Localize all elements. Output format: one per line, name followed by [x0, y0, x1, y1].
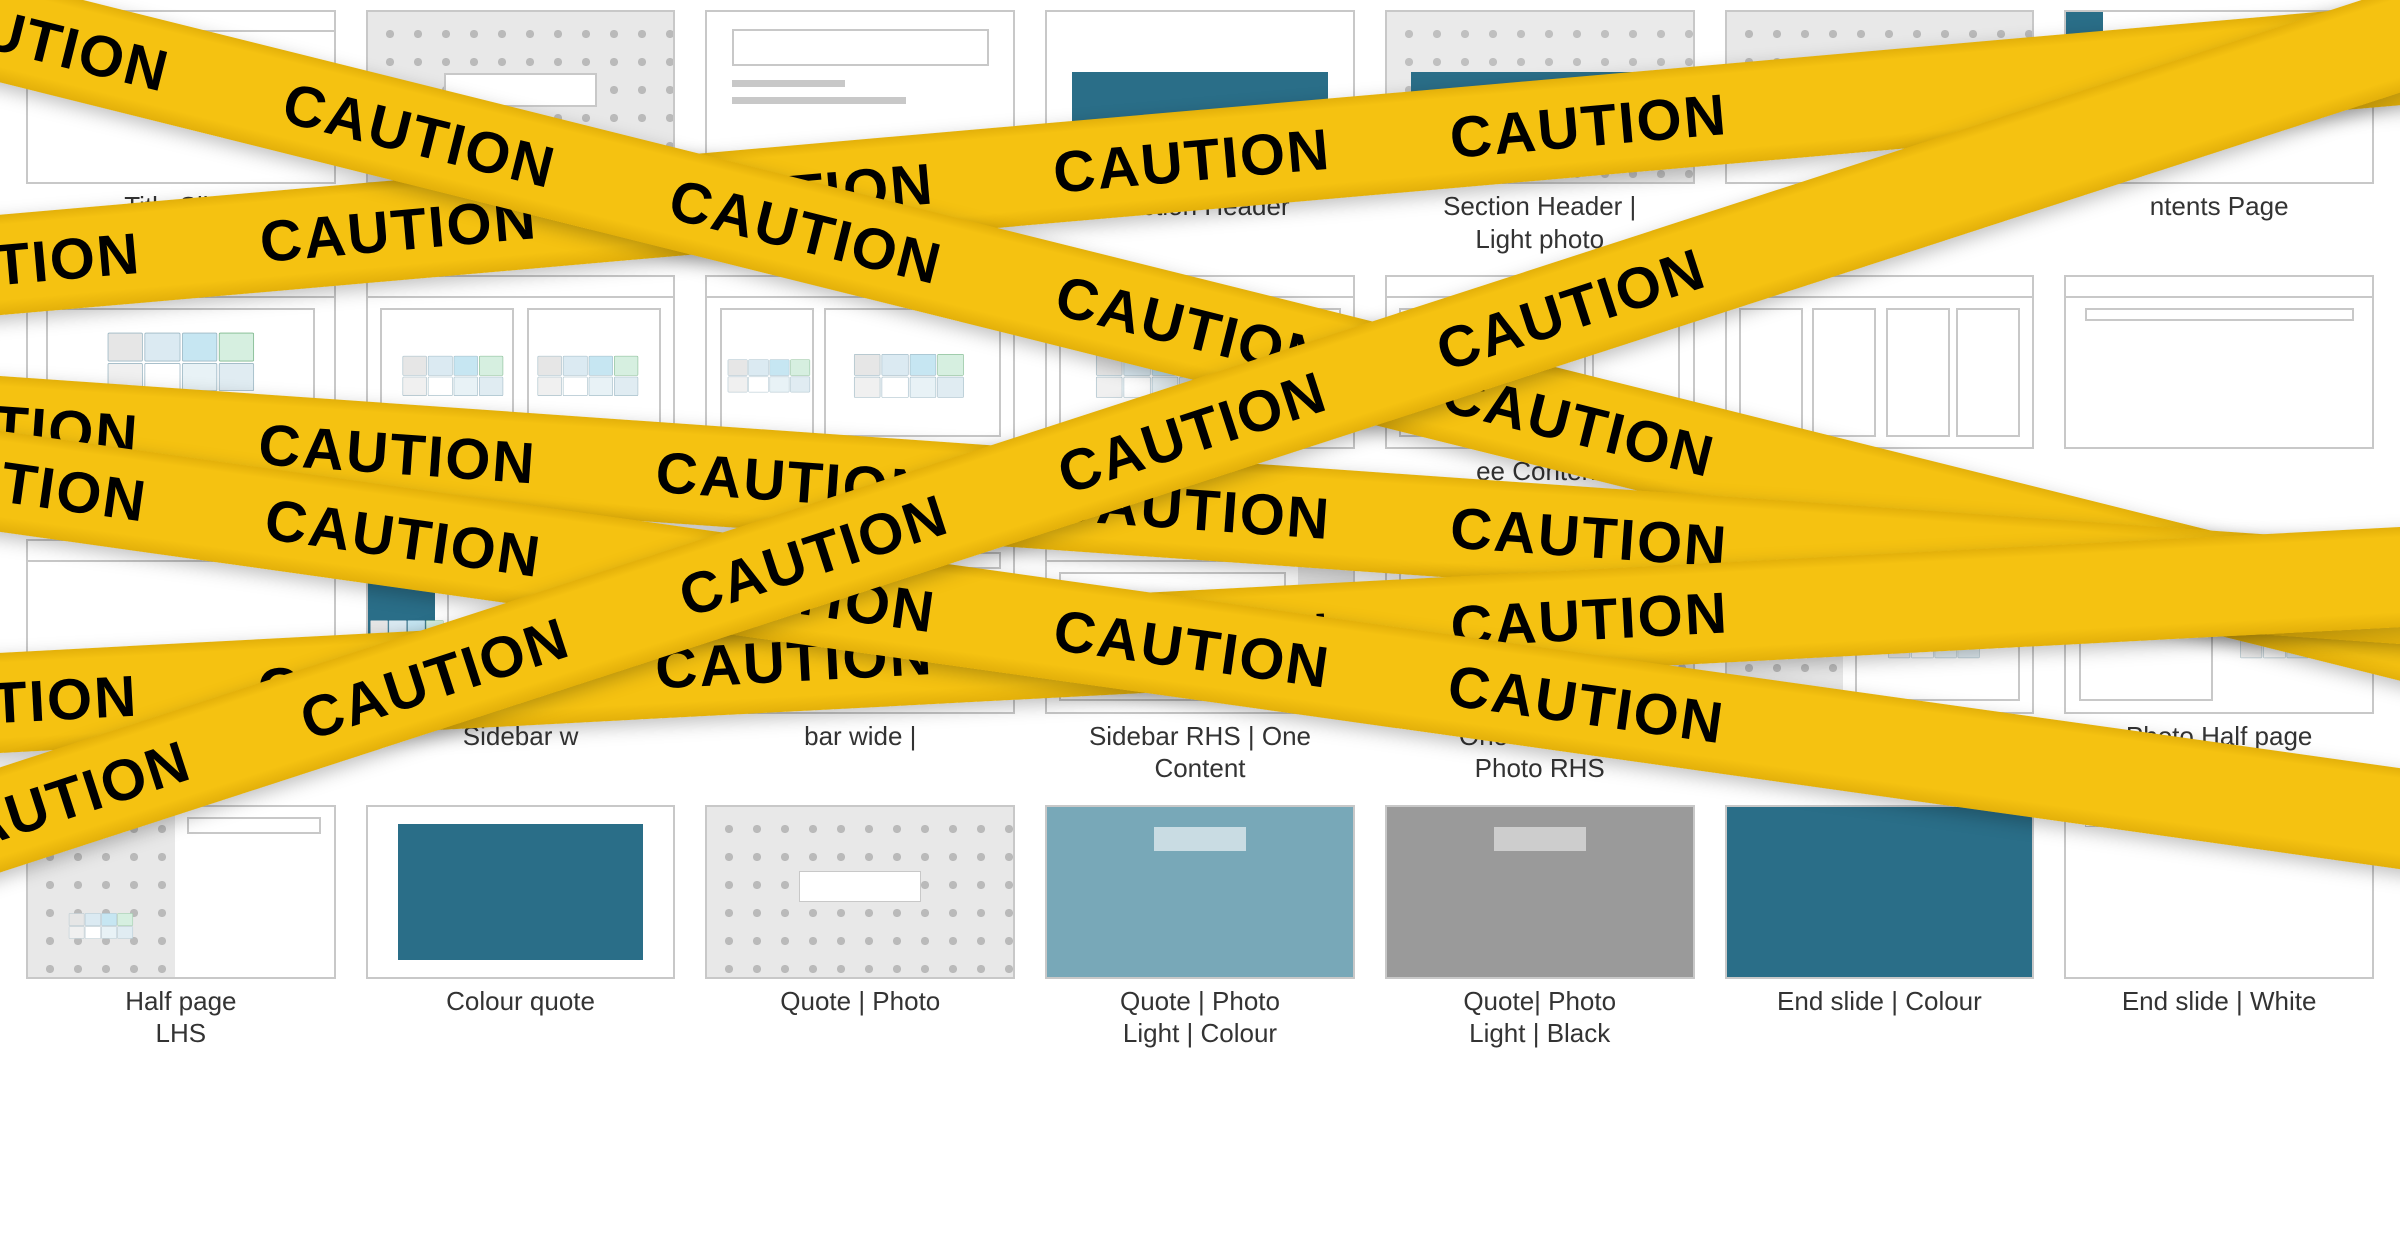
slide-layout-cell[interactable]: [26, 539, 336, 784]
slide-layout-label: Title Slide: [124, 190, 237, 254]
slide-layout-thumbnail[interactable]: [1385, 805, 1695, 979]
slide-layout-label: Colour quote: [446, 985, 595, 1049]
slide-layout-cell[interactable]: Quote| Photo Light | Black: [1385, 805, 1695, 1050]
slide-layout-label: Quote| Photo Light | Black: [1463, 985, 1616, 1050]
slide-layout-cell[interactable]: Quote | Photo Light | Colour: [1045, 805, 1355, 1050]
slide-layout-thumbnail[interactable]: [366, 10, 676, 184]
slide-layout-label: One Content | Photo RHS: [1459, 720, 1620, 785]
slide-layout-thumbnail[interactable]: [1385, 10, 1695, 184]
slide-layout-label: Photo Half page RHS: [2126, 720, 2312, 785]
slide-layout-thumbnail[interactable]: [1725, 275, 2035, 449]
slide-layout-thumbnail[interactable]: [1045, 10, 1355, 184]
slide-layout-cell[interactable]: Sidebar w: [366, 539, 676, 784]
slide-layout-cell[interactable]: Section Header | Light photo: [1385, 10, 1695, 255]
slide-layout-cell[interactable]: Colour quote: [366, 805, 676, 1050]
slide-layout-label: Sidebar RHS | One Content: [1089, 720, 1311, 785]
slide-layout-thumbnail[interactable]: [1725, 539, 2035, 713]
slide-layout-cell[interactable]: One Content | Photo LHS: [1725, 539, 2035, 784]
slide-layout-cell[interactable]: Title | Content: [26, 275, 336, 519]
slide-layout-thumbnail[interactable]: [26, 10, 336, 184]
slide-layout-label: Quote | Photo Light | Colour: [1120, 985, 1280, 1050]
slide-layout-cell[interactable]: Two Content | 1:2: [705, 275, 1015, 519]
slide-layout-cell[interactable]: Two Conte: [1045, 275, 1355, 519]
slide-layout-label: Section Header | Light photo: [1443, 190, 1636, 255]
slide-layout-label: Two Content | 1:2: [759, 455, 962, 519]
slide-layout-label: v3 - White: [802, 190, 919, 254]
slide-layout-cell[interactable]: Two Content: [366, 275, 676, 519]
slide-layout-label: Two Conte: [1138, 455, 1262, 519]
slide-layout-cell[interactable]: Title Slide: [26, 10, 336, 255]
slide-layout-cell[interactable]: Four: [1725, 275, 2035, 519]
slide-layout-cell[interactable]: ntents Page: [2064, 10, 2374, 255]
slide-layout-thumbnail[interactable]: [1045, 805, 1355, 979]
slide-layout-label: End slide | Colour: [1777, 985, 1982, 1049]
slide-layout-thumbnail[interactable]: [1385, 539, 1695, 713]
slide-layout-thumbnail[interactable]: [705, 539, 1015, 713]
slide-layout-cell[interactable]: One Content | Photo RHS: [1385, 539, 1695, 784]
slide-layout-thumbnail[interactable]: [1725, 805, 2035, 979]
slide-layout-label: Sidebar w: [463, 720, 579, 784]
slide-layout-cell[interactable]: [366, 10, 676, 255]
slide-layout-thumbnail[interactable]: [26, 805, 336, 979]
slide-layout-cell[interactable]: Section H: [1725, 10, 2035, 255]
slide-layout-label: ee Content: [1476, 455, 1603, 519]
slide-layout-label: End slide | White: [2122, 985, 2317, 1049]
slide-layout-label: Section H: [1823, 190, 1936, 254]
slide-layout-thumbnail[interactable]: [705, 10, 1015, 184]
slide-layout-label: Quote | Photo: [780, 985, 940, 1049]
slide-layout-cell[interactable]: Photo Half page RHS: [2064, 539, 2374, 784]
slide-layout-thumbnail[interactable]: [2064, 539, 2374, 713]
slide-layout-thumbnail[interactable]: [26, 539, 336, 713]
slide-layout-label: Section Header: [1110, 190, 1289, 254]
slide-layout-cell[interactable]: Quote | Photo: [705, 805, 1015, 1050]
slide-layout-thumbnail[interactable]: [366, 539, 676, 713]
slide-layout-cell[interactable]: Half page LHS: [26, 805, 336, 1050]
slide-layout-cell[interactable]: Section Header: [1045, 10, 1355, 255]
slide-layout-label: Title | Content: [101, 455, 261, 519]
slide-layout-grid: Title Slide v3 - White Section Header Se…: [0, 0, 2400, 1080]
slide-layout-thumbnail[interactable]: [1045, 539, 1355, 713]
slide-layout-thumbnail[interactable]: [366, 805, 676, 979]
slide-layout-cell[interactable]: v3 - White: [705, 10, 1015, 255]
slide-layout-thumbnail[interactable]: [366, 275, 676, 449]
slide-layout-thumbnail[interactable]: [1725, 10, 2035, 184]
slide-layout-thumbnail[interactable]: [705, 805, 1015, 979]
slide-layout-cell[interactable]: ee Content: [1385, 275, 1695, 519]
slide-layout-label: Two Content: [448, 455, 594, 519]
slide-layout-label: ntents Page: [2150, 190, 2289, 254]
slide-layout-cell[interactable]: [2064, 275, 2374, 519]
slide-layout-thumbnail[interactable]: [2064, 10, 2374, 184]
slide-layout-thumbnail[interactable]: [1045, 275, 1355, 449]
slide-layout-cell[interactable]: End slide | White: [2064, 805, 2374, 1050]
slide-layout-thumbnail[interactable]: [1385, 275, 1695, 449]
slide-layout-thumbnail[interactable]: [2064, 805, 2374, 979]
slide-layout-thumbnail[interactable]: [26, 275, 336, 449]
slide-layout-cell[interactable]: End slide | Colour: [1725, 805, 2035, 1050]
slide-layout-thumbnail[interactable]: [2064, 275, 2374, 449]
slide-layout-cell[interactable]: Sidebar RHS | One Content: [1045, 539, 1355, 784]
slide-layout-label: One Content | Photo LHS: [1799, 720, 1960, 785]
slide-layout-thumbnail[interactable]: [705, 275, 1015, 449]
slide-layout-label: Four: [1853, 455, 1906, 519]
slide-layout-label: Half page LHS: [125, 985, 236, 1050]
slide-layout-label: bar wide |: [804, 720, 916, 784]
slide-layout-cell[interactable]: bar wide |: [705, 539, 1015, 784]
